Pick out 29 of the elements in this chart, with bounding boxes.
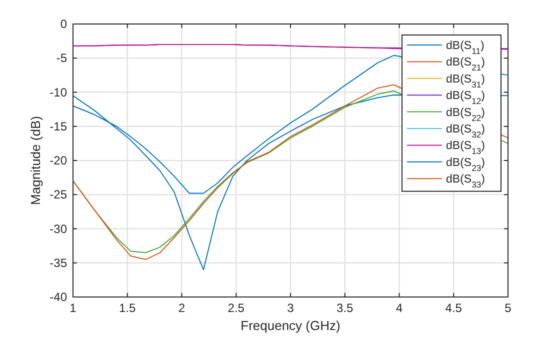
x-tick-label: 1.5 [119,301,136,315]
y-tick-label: -25 [50,188,68,202]
legend-label: dB(S$_{11}$) [446,40,485,56]
y-tick-label: -5 [56,51,68,66]
legend-label: dB(S$_{33}$) [446,174,486,190]
legend-label: dB(S$_{31}$) [446,73,486,90]
y-tick-label: -35 [50,256,68,270]
legend-label: dB(S$_{13}$) [446,140,486,156]
y-tick-label: 0 [60,17,68,31]
x-tick-label: 2.5 [228,301,245,315]
x-tick-label: 4.5 [445,301,462,315]
y-tick-label: -15 [50,119,68,134]
y-axis-title: Magnitude (dB) [28,116,43,205]
legend-label: dB(S$_{21}$) [446,56,486,73]
y-tick-label: -40 [50,290,68,304]
x-tick-label: 2 [178,301,186,315]
y-tick-label: -20 [50,154,68,168]
x-tick-label: 4 [396,301,403,315]
x-tick-label: 5 [504,301,512,315]
x-tick-label: 1 [70,301,77,315]
legend-label: dB(S$_{23}$) [446,156,486,173]
y-tick-label: -10 [50,85,68,100]
x-tick-label: 3 [287,301,294,315]
legend-label: dB(S$_{32}$) [446,124,486,140]
y-tick-label: -30 [50,222,68,236]
legend-label: dB(S$_{12}$) [446,90,486,106]
legend-label: dB(S$_{22}$) [446,106,486,123]
x-tick-label: 3.5 [336,301,354,315]
x-axis-title: Frequency (GHz) [240,318,340,333]
